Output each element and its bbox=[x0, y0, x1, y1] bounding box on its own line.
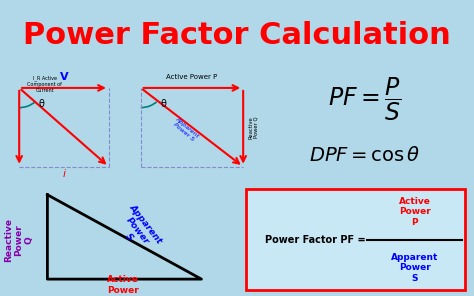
Text: Active
Power
P: Active Power P bbox=[107, 276, 139, 296]
Text: θ: θ bbox=[38, 99, 44, 109]
Text: Apparent
Power
S: Apparent Power S bbox=[391, 253, 438, 283]
Text: Active Power P: Active Power P bbox=[166, 74, 218, 80]
Text: Apparent
Power S: Apparent Power S bbox=[171, 116, 200, 143]
Text: Reactive
Power
Q: Reactive Power Q bbox=[4, 218, 34, 262]
Text: I_R Active
Component of
Current: I_R Active Component of Current bbox=[27, 75, 62, 93]
Text: Apparent
Power
S: Apparent Power S bbox=[111, 203, 164, 259]
Text: $\mathit{DPF} = \cos\theta$: $\mathit{DPF} = \cos\theta$ bbox=[309, 146, 421, 165]
Text: Active
Power
P: Active Power P bbox=[399, 197, 431, 226]
Text: θ: θ bbox=[161, 99, 167, 109]
Text: V: V bbox=[60, 72, 68, 82]
Text: $\mathit{PF} = \dfrac{P}{S}$: $\mathit{PF} = \dfrac{P}{S}$ bbox=[328, 75, 402, 123]
Text: Power Factor Calculation: Power Factor Calculation bbox=[23, 21, 451, 50]
Text: Reactive
Power Q: Reactive Power Q bbox=[248, 116, 259, 139]
Text: i: i bbox=[63, 169, 65, 179]
Text: Power Factor PF =: Power Factor PF = bbox=[265, 235, 366, 245]
